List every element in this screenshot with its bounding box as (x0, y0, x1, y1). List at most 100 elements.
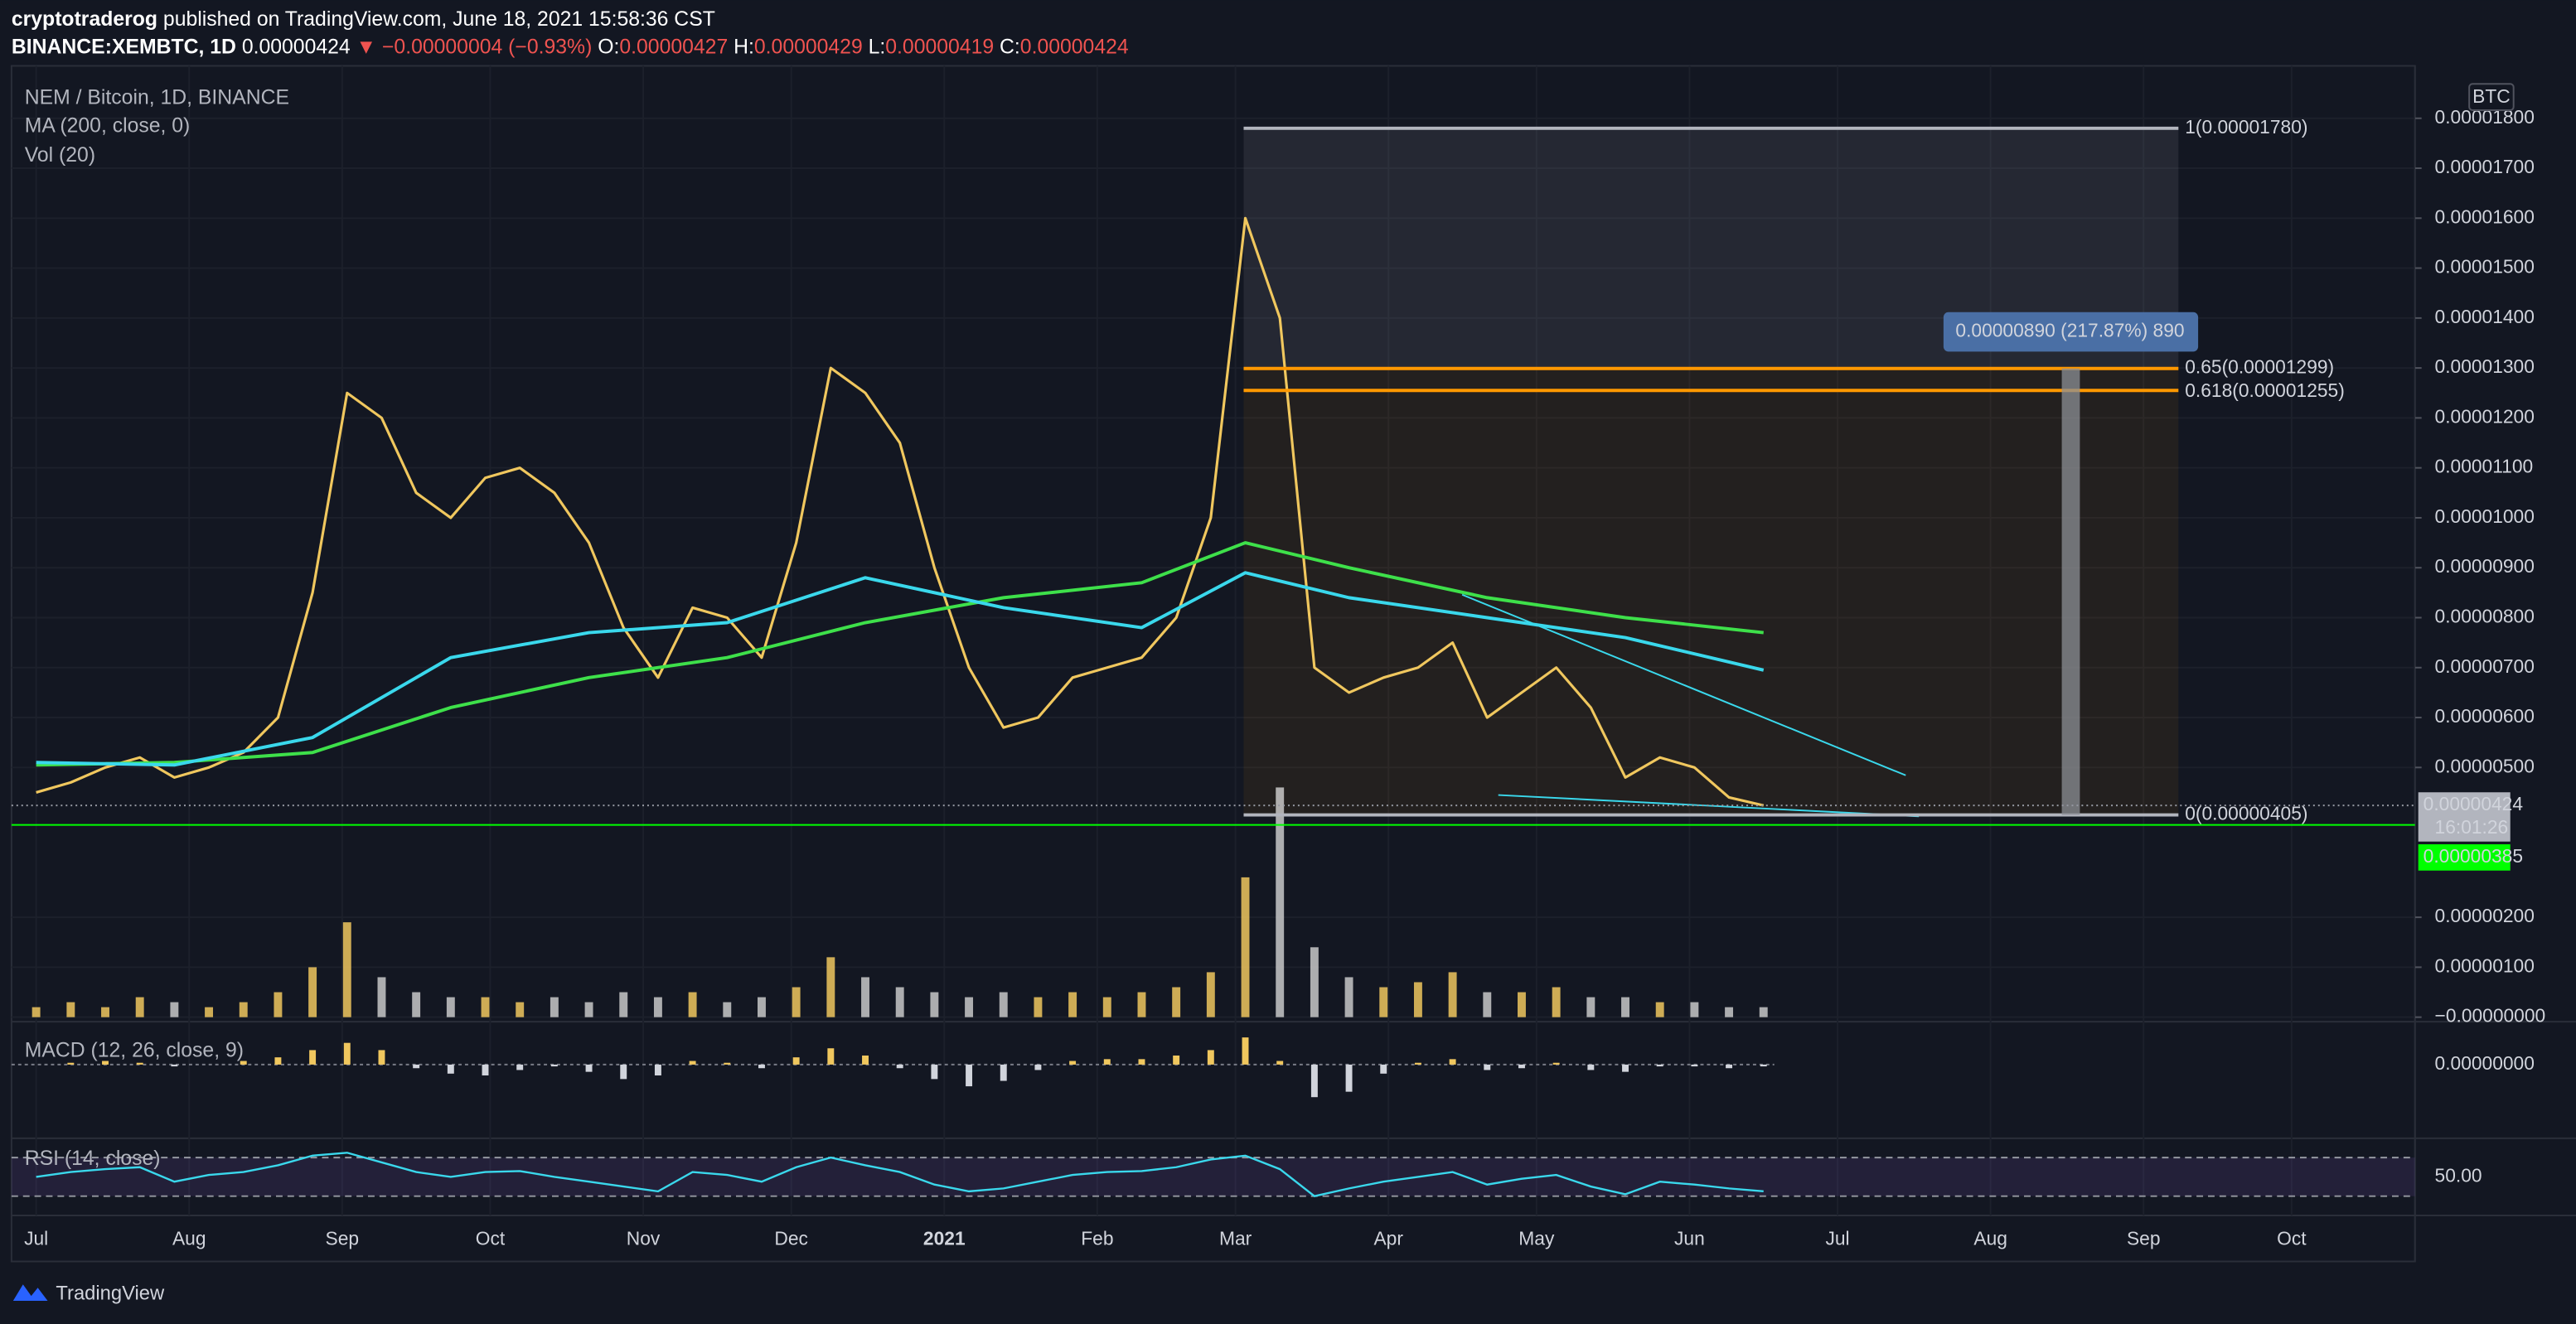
author[interactable]: cryptotraderog (12, 8, 157, 31)
published: published on TradingView.com, June 18, 2… (163, 8, 715, 31)
y-tick-label: 0.00000500 (2435, 755, 2535, 776)
rsi-band (11, 1157, 2415, 1196)
x-tick-label: Nov (627, 1228, 661, 1249)
volume-bar (1206, 972, 1215, 1017)
macd-bar (274, 1057, 282, 1065)
volume-bar (308, 967, 317, 1017)
x-tick-label: Oct (2277, 1228, 2307, 1249)
macd-bar (654, 1064, 661, 1075)
volume-bar (965, 997, 974, 1017)
legend-pair: NEM / Bitcoin, 1D, BINANCE (25, 87, 289, 109)
macd-bar (1587, 1064, 1595, 1070)
volume-bar (274, 992, 283, 1017)
y-tick-label: 0.00001200 (2435, 405, 2535, 427)
currency-box[interactable] (2468, 83, 2515, 111)
macd-bar (1207, 1050, 1214, 1065)
l-value: 0.00000419 (885, 36, 994, 58)
x-tick-label: Oct (476, 1228, 506, 1249)
c-label: C: (1000, 36, 1020, 58)
last-price-tag (2418, 792, 2511, 842)
macd-bar (1380, 1064, 1387, 1074)
y-tick-label: 0.00001100 (2435, 456, 2534, 477)
l-label: L: (869, 36, 886, 58)
volume-bar (1102, 997, 1111, 1017)
h-value: 0.00000429 (754, 36, 863, 58)
x-tick-label: Aug (1973, 1228, 2007, 1249)
volume-bar (446, 997, 455, 1017)
macd-bar (1103, 1059, 1111, 1065)
y-tick-label: 0.00000200 (2435, 905, 2535, 926)
volume-bar (653, 997, 662, 1017)
macd-bar (792, 1057, 800, 1065)
macd-bar (378, 1050, 385, 1065)
macd-bar (827, 1048, 835, 1065)
macd-bar (620, 1064, 627, 1080)
macd-bar (862, 1055, 869, 1065)
y-tick-label: 0.00001500 (2435, 256, 2535, 278)
volume-bar (1137, 992, 1146, 1017)
o-value: 0.00000427 (619, 36, 728, 58)
fib-label: 1(0.00001780) (2185, 116, 2307, 138)
support-price: 0.00000385 (2423, 845, 2523, 867)
macd-bar (1069, 1061, 1077, 1065)
macd-bar (1622, 1064, 1629, 1072)
moving-average (36, 571, 1765, 767)
volume-bar (619, 992, 628, 1017)
rsi-line (36, 1152, 1764, 1197)
volume-bar (481, 997, 490, 1017)
moving-average (36, 541, 1764, 767)
volume-bar (31, 1007, 41, 1017)
symbol-line: BINANCE:XEMBTC, 1D 0.00000424 ▼ −0.00000… (12, 36, 1129, 58)
volume-bar (101, 1007, 109, 1017)
fib-label: 0.65(0.00001299) (2185, 356, 2334, 378)
macd-bar (1656, 1064, 1663, 1067)
logo[interactable]: TradingView (12, 1282, 165, 1304)
change: ▼ −0.00000004 (−0.93%) (356, 36, 593, 58)
legend-vol: Vol (20) (25, 144, 95, 167)
trend-line (1498, 794, 1920, 818)
macd-bar (102, 1061, 109, 1065)
volume-bar (792, 987, 801, 1017)
macd-bar (1000, 1064, 1007, 1081)
volume-bar (205, 1007, 214, 1017)
h-label: H: (734, 36, 754, 58)
volume-bar (1344, 977, 1353, 1017)
volume-bar (826, 957, 835, 1017)
volume-bar (584, 1002, 593, 1017)
macd-tick-label: 0.00000000 (2435, 1052, 2535, 1074)
macd-bar (1276, 1061, 1284, 1065)
currency: BTC (2472, 85, 2511, 107)
support-tag (2418, 844, 2511, 871)
y-tick-label: 0.00000700 (2435, 655, 2535, 677)
volume-bar (135, 997, 144, 1017)
volume-bar (1655, 1002, 1664, 1017)
y-tick-label: 0.00000800 (2435, 606, 2535, 627)
volume-bar (1172, 987, 1181, 1017)
x-tick-label: Jul (24, 1228, 48, 1249)
y-tick-label: 0.00000600 (2435, 705, 2535, 727)
x-tick-label: 2021 (923, 1228, 966, 1249)
volume-bar (342, 922, 351, 1017)
measure-label: 0.00000890 (217.87%) 890 (1955, 320, 2184, 341)
y-tick-label: 0.00001000 (2435, 505, 2535, 527)
macd-bar (309, 1050, 317, 1065)
x-tick-label: Apr (1373, 1228, 1403, 1249)
x-tick-label: Sep (326, 1228, 360, 1249)
price-line (36, 216, 1765, 807)
volume-bar (1552, 987, 1561, 1017)
macd-bar (724, 1062, 731, 1065)
macd-bar (931, 1064, 938, 1080)
fib-zone-lower (1243, 368, 2179, 815)
volume-bar (688, 992, 697, 1017)
legend-rsi: RSI (14, close) (25, 1148, 161, 1170)
macd-bar (67, 1062, 75, 1065)
volume-bar (239, 1002, 248, 1017)
y-tick-label: 0.00001300 (2435, 355, 2535, 377)
volume-bar (758, 997, 766, 1017)
macd-bar (1484, 1064, 1491, 1070)
y-tick-label: 0.00001600 (2435, 205, 2535, 227)
volume-bar (550, 997, 559, 1017)
measure-bar (2061, 368, 2080, 815)
macd-bar (585, 1064, 593, 1072)
